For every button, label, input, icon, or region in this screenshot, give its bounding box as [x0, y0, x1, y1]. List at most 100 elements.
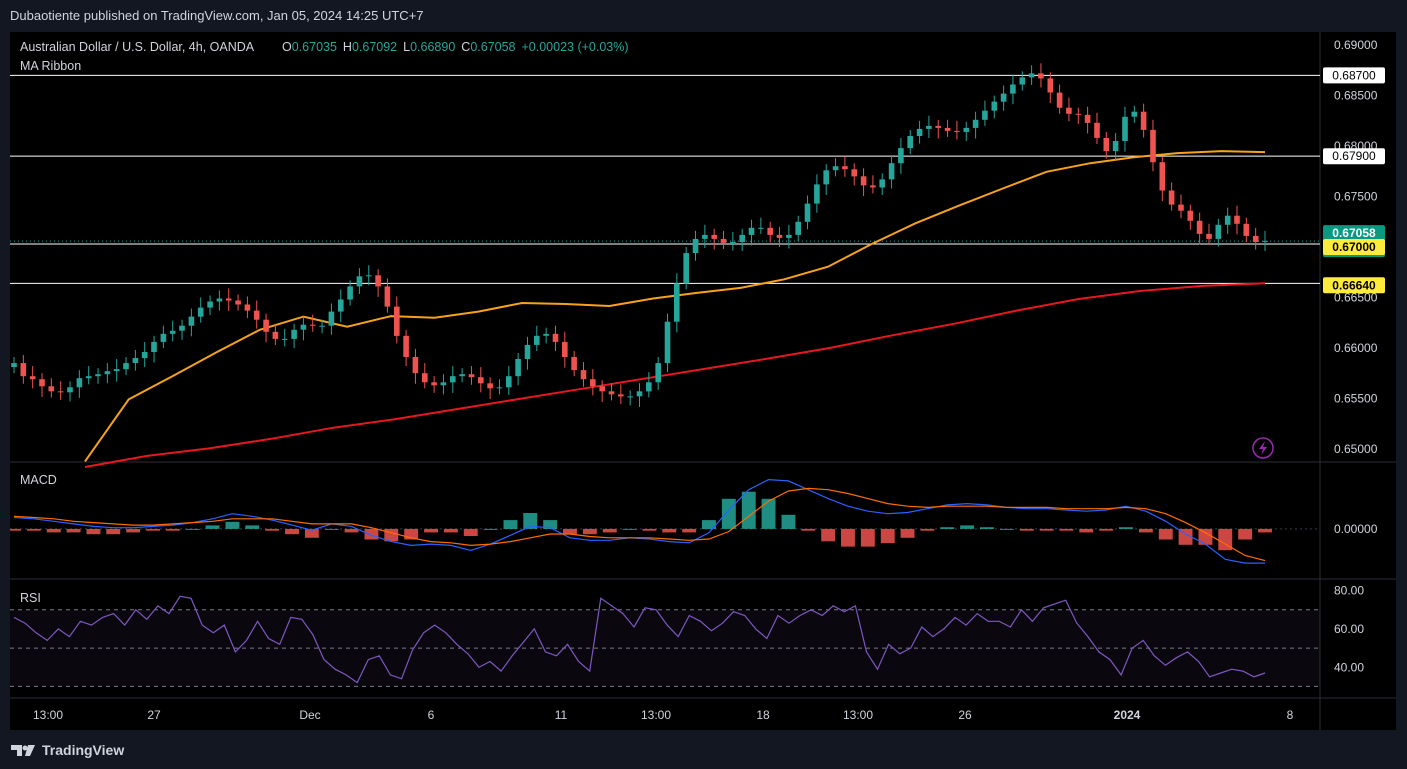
price-tag-bg: [1323, 239, 1385, 255]
candle-body: [636, 391, 643, 397]
candle-body: [225, 298, 232, 301]
macd-histogram-bar: [265, 528, 280, 531]
candle-body: [1243, 223, 1250, 236]
candle: [860, 168, 867, 197]
price-tags: 0.6705802:34:350.670000.666400.687000.67…: [1323, 67, 1385, 294]
macd-histogram-bar: [404, 528, 419, 540]
candle: [1159, 156, 1166, 202]
candle: [1178, 194, 1184, 219]
rsi-axis-tick: 40.00: [1334, 660, 1364, 674]
macd-histogram-bar: [10, 528, 21, 531]
candle: [786, 224, 792, 249]
candle: [842, 156, 848, 177]
candle: [1028, 65, 1035, 85]
legend-o-value: 0.67035: [292, 40, 337, 54]
candle: [1196, 212, 1203, 245]
macd-histogram-bar: [26, 528, 41, 531]
macd-histogram-bar: [801, 528, 816, 531]
candles: [11, 63, 1268, 407]
candle: [543, 327, 549, 344]
candle-body: [1206, 233, 1212, 239]
macd-histogram-bar: [781, 514, 796, 529]
candle-body: [1019, 77, 1026, 85]
tradingview-brand: TradingView: [42, 742, 125, 758]
macd-histogram-bar: [1158, 528, 1173, 540]
macd-histogram-bar: [185, 528, 200, 530]
candle: [1150, 119, 1156, 172]
candle-body: [11, 363, 17, 368]
macd-histogram-bar: [1258, 528, 1272, 533]
candle-body: [543, 333, 549, 336]
candle-body: [235, 300, 241, 305]
candle: [207, 295, 213, 316]
candle-body: [160, 333, 167, 342]
time-axis-tick: 8: [1287, 708, 1294, 722]
candle: [478, 367, 484, 393]
chart-frame[interactable]: 0.690000.685000.680000.675000.670000.665…: [10, 32, 1396, 730]
candle: [1243, 217, 1250, 242]
candle: [972, 111, 979, 139]
macd-histogram-bar: [304, 528, 319, 538]
legend-change: +0.00023 (+0.03%): [522, 40, 629, 54]
price-chart[interactable]: 0.690000.685000.680000.675000.670000.665…: [10, 32, 1396, 730]
candle: [104, 363, 111, 384]
candle-body: [375, 275, 381, 287]
candle: [235, 294, 241, 311]
candle-body: [450, 376, 456, 383]
macd-histogram-bar: [146, 528, 160, 531]
macd-histogram-bar: [1198, 528, 1213, 545]
candle: [272, 323, 279, 345]
candle: [1094, 112, 1100, 145]
macd-histogram-bar: [1079, 528, 1094, 533]
price-tag-label: 0.66640: [1332, 278, 1376, 292]
candle: [1131, 105, 1138, 123]
candle: [590, 369, 596, 396]
macd-histogram-bar: [483, 528, 498, 530]
price-axis-tick: 0.68500: [1334, 89, 1378, 103]
candle-body: [1224, 215, 1231, 225]
candle: [832, 158, 839, 177]
candle: [291, 323, 297, 348]
candle-body: [1094, 122, 1100, 138]
candle: [674, 273, 680, 333]
candle: [496, 379, 503, 395]
publisher-header: Dubaotiente published on TradingView.com…: [0, 0, 1407, 32]
candle: [48, 378, 55, 398]
macd-histogram-bar: [503, 520, 518, 529]
candle: [67, 381, 73, 402]
candle-body: [1140, 111, 1147, 130]
candle: [328, 303, 335, 335]
candle-body: [758, 227, 764, 229]
candle-body: [627, 396, 633, 398]
time-axis-tick: 18: [756, 708, 770, 722]
rsi-line: [13, 595, 1266, 684]
price-tag: 0.67058: [1323, 225, 1385, 242]
candle: [1066, 97, 1072, 122]
macd-histogram-bar: [165, 528, 180, 531]
candle: [608, 383, 615, 401]
candle: [459, 368, 465, 383]
macd-histogram-bar: [900, 528, 915, 538]
macd-histogram-bar: [1178, 528, 1193, 545]
candle: [151, 335, 157, 363]
candle-body: [767, 227, 773, 235]
candle: [384, 278, 391, 313]
candle: [1010, 74, 1016, 105]
candle-body: [506, 376, 512, 388]
candle-body: [104, 371, 111, 375]
macd-histogram-bar: [1019, 528, 1034, 531]
candle-body: [487, 383, 493, 389]
candle-body: [291, 329, 297, 339]
candle-body: [1112, 141, 1119, 152]
candle-body: [244, 304, 251, 311]
candle: [57, 381, 64, 400]
bolt-icon[interactable]: [1252, 437, 1274, 459]
time-axis-tick: 26: [958, 708, 972, 722]
candle-body: [384, 286, 391, 307]
price-axis-tick: 0.66500: [1334, 291, 1378, 305]
macd-histogram-bar: [980, 527, 994, 529]
candle: [524, 336, 531, 370]
candle-body: [1252, 235, 1259, 242]
candle: [926, 115, 932, 138]
candle: [95, 368, 101, 384]
